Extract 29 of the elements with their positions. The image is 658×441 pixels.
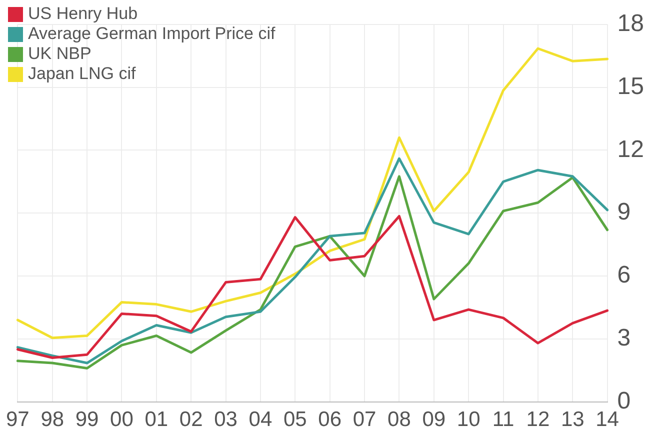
y-tick-label: 0 [617,387,631,414]
x-tick-label: 10 [456,408,480,432]
x-tick-label: 98 [40,408,64,432]
legend-label: US Henry Hub [28,4,138,24]
x-tick-label: 08 [388,408,411,432]
legend-label: UK NBP [28,44,92,64]
y-tick-label: 12 [617,136,644,163]
x-tick-label: 97 [6,408,30,432]
x-tick-label: 05 [283,408,307,432]
y-tick-label: 6 [617,262,631,289]
x-tick-label: 13 [560,408,584,432]
x-tick-label: 03 [214,408,238,432]
x-tick-label: 11 [492,408,514,432]
legend-label: Average German Import Price cif [28,24,276,44]
x-tick-label: 99 [75,408,99,432]
x-tick-label: 02 [179,408,203,432]
x-tick-label: 14 [596,408,620,432]
x-tick-label: 00 [110,408,134,432]
y-tick-label: 9 [617,198,631,226]
x-tick-label: 09 [422,408,446,432]
legend-label: Japan LNG cif [28,64,136,84]
x-tick-label: 07 [352,408,376,432]
x-tick-label: 04 [248,408,272,432]
y-tick-label: 18 [617,10,644,38]
y-tick-label: 15 [617,72,644,100]
y-tick-label: 3 [617,324,631,352]
x-tick-label: 12 [526,408,550,432]
x-tick-label: 01 [144,408,168,432]
x-tick-label: 06 [318,408,342,432]
